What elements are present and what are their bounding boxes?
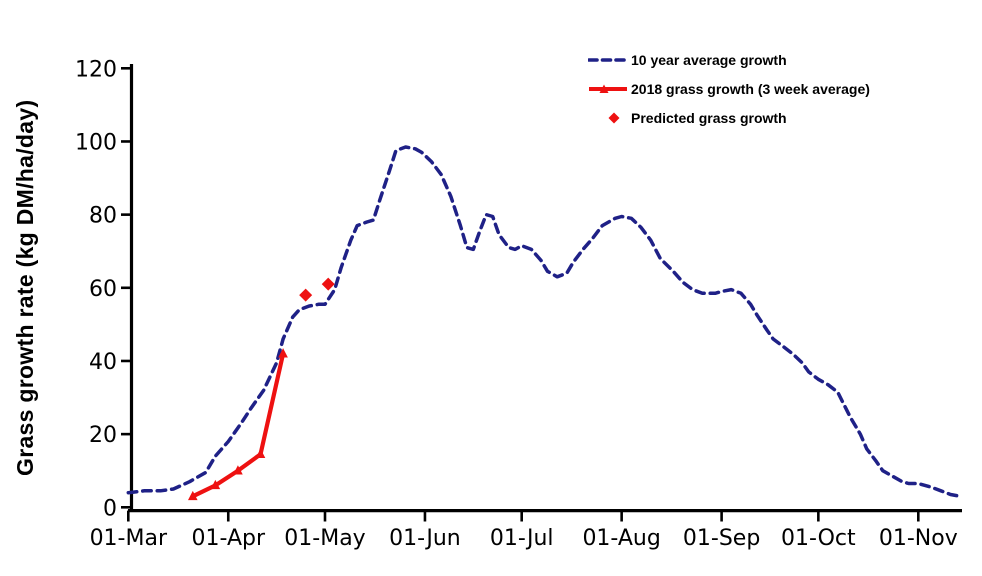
x-tick-label: 01-Apr: [192, 526, 266, 551]
x-tick-label: 01-Oct: [781, 526, 856, 551]
x-tick-label: 01-Jul: [490, 526, 554, 551]
x-tick-label: 01-Mar: [90, 526, 168, 551]
triangle-marker: [255, 448, 266, 459]
y-tick-label: 40: [89, 350, 117, 375]
series-10-year-average: [126, 145, 962, 499]
triangle-marker: [210, 479, 221, 490]
legend: 10 year average growth 2018 grass growth…: [588, 49, 870, 128]
legend-item-10yr-average: 10 year average growth: [588, 49, 870, 70]
y-tick-label: 80: [89, 204, 117, 229]
legend-label: Predicted grass growth: [631, 109, 787, 126]
y-tick-label: 20: [89, 423, 117, 448]
diamond-marker-icon: [588, 111, 628, 125]
x-tick-label: 01-May: [284, 526, 365, 551]
y-tick-label: 120: [75, 57, 117, 82]
diamond-marker: [299, 288, 313, 302]
x-tick-label: 01-Sep: [683, 526, 760, 551]
y-tick-label: 0: [103, 496, 117, 521]
triangle-marker: [187, 490, 198, 501]
triangle-marker: [278, 348, 288, 358]
y-tick-label: 100: [75, 130, 117, 155]
legend-item-predicted-growth: Predicted grass growth: [588, 107, 870, 128]
x-tick-label: 01-Aug: [582, 526, 660, 551]
dashed-line-marker-icon: [588, 53, 628, 67]
solid-line-triangle-marker-icon: [588, 82, 628, 96]
x-tick-label: 01-Nov: [879, 526, 958, 551]
triangle-marker: [233, 465, 243, 475]
legend-label: 2018 grass growth (3 week average): [631, 80, 870, 97]
y-tick-label: 60: [89, 277, 117, 302]
legend-item-2018-growth: 2018 grass growth (3 week average): [588, 78, 870, 99]
legend-label: 10 year average growth: [631, 51, 787, 68]
x-tick-label: 01-Jun: [389, 526, 461, 551]
diamond-marker: [321, 277, 335, 291]
